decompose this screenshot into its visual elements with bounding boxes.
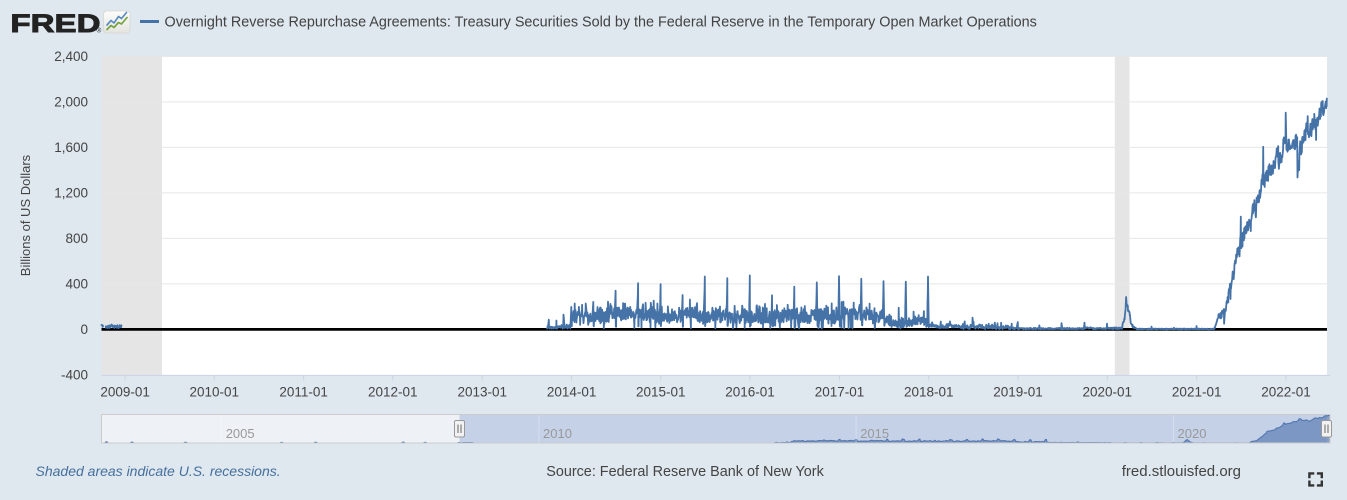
svg-text:®: ® — [97, 27, 102, 35]
svg-text:2009-01: 2009-01 — [100, 384, 150, 399]
svg-text:2017-01: 2017-01 — [815, 384, 865, 399]
svg-text:2020: 2020 — [1178, 426, 1207, 441]
svg-text:2005: 2005 — [226, 426, 255, 441]
svg-text:Shaded areas indicate U.S. rec: Shaded areas indicate U.S. recessions. — [36, 463, 281, 479]
svg-text:0: 0 — [80, 322, 88, 337]
svg-text:1,600: 1,600 — [54, 140, 88, 155]
svg-text:2020-01: 2020-01 — [1083, 384, 1133, 399]
svg-text:FRED: FRED — [11, 11, 101, 38]
svg-text:Billions of US Dollars: Billions of US Dollars — [18, 154, 33, 276]
svg-text:fred.stlouisfed.org: fred.stlouisfed.org — [1122, 463, 1241, 480]
svg-text:2010-01: 2010-01 — [190, 384, 240, 399]
svg-text:2012-01: 2012-01 — [368, 384, 418, 399]
svg-text:2,400: 2,400 — [54, 49, 88, 64]
svg-text:2010: 2010 — [543, 426, 572, 441]
svg-text:400: 400 — [65, 277, 88, 292]
svg-text:Overnight Reverse Repurchase A: Overnight Reverse Repurchase Agreements:… — [165, 15, 1037, 31]
svg-text:2021-01: 2021-01 — [1172, 384, 1222, 399]
svg-text:2014-01: 2014-01 — [547, 384, 597, 399]
svg-text:2019-01: 2019-01 — [993, 384, 1043, 399]
svg-text:800: 800 — [65, 231, 88, 246]
svg-text:2015-01: 2015-01 — [636, 384, 686, 399]
svg-text:2018-01: 2018-01 — [904, 384, 954, 399]
svg-text:2015: 2015 — [860, 426, 889, 441]
svg-text:2022-01: 2022-01 — [1261, 384, 1311, 399]
svg-text:Source: Federal Reserve Bank o: Source: Federal Reserve Bank of New York — [546, 464, 824, 480]
svg-text:2016-01: 2016-01 — [725, 384, 775, 399]
svg-text:2011-01: 2011-01 — [279, 384, 328, 399]
svg-text:2013-01: 2013-01 — [458, 384, 508, 399]
svg-text:-400: -400 — [61, 368, 88, 383]
svg-text:2,000: 2,000 — [54, 95, 88, 110]
svg-text:1,200: 1,200 — [54, 186, 88, 201]
